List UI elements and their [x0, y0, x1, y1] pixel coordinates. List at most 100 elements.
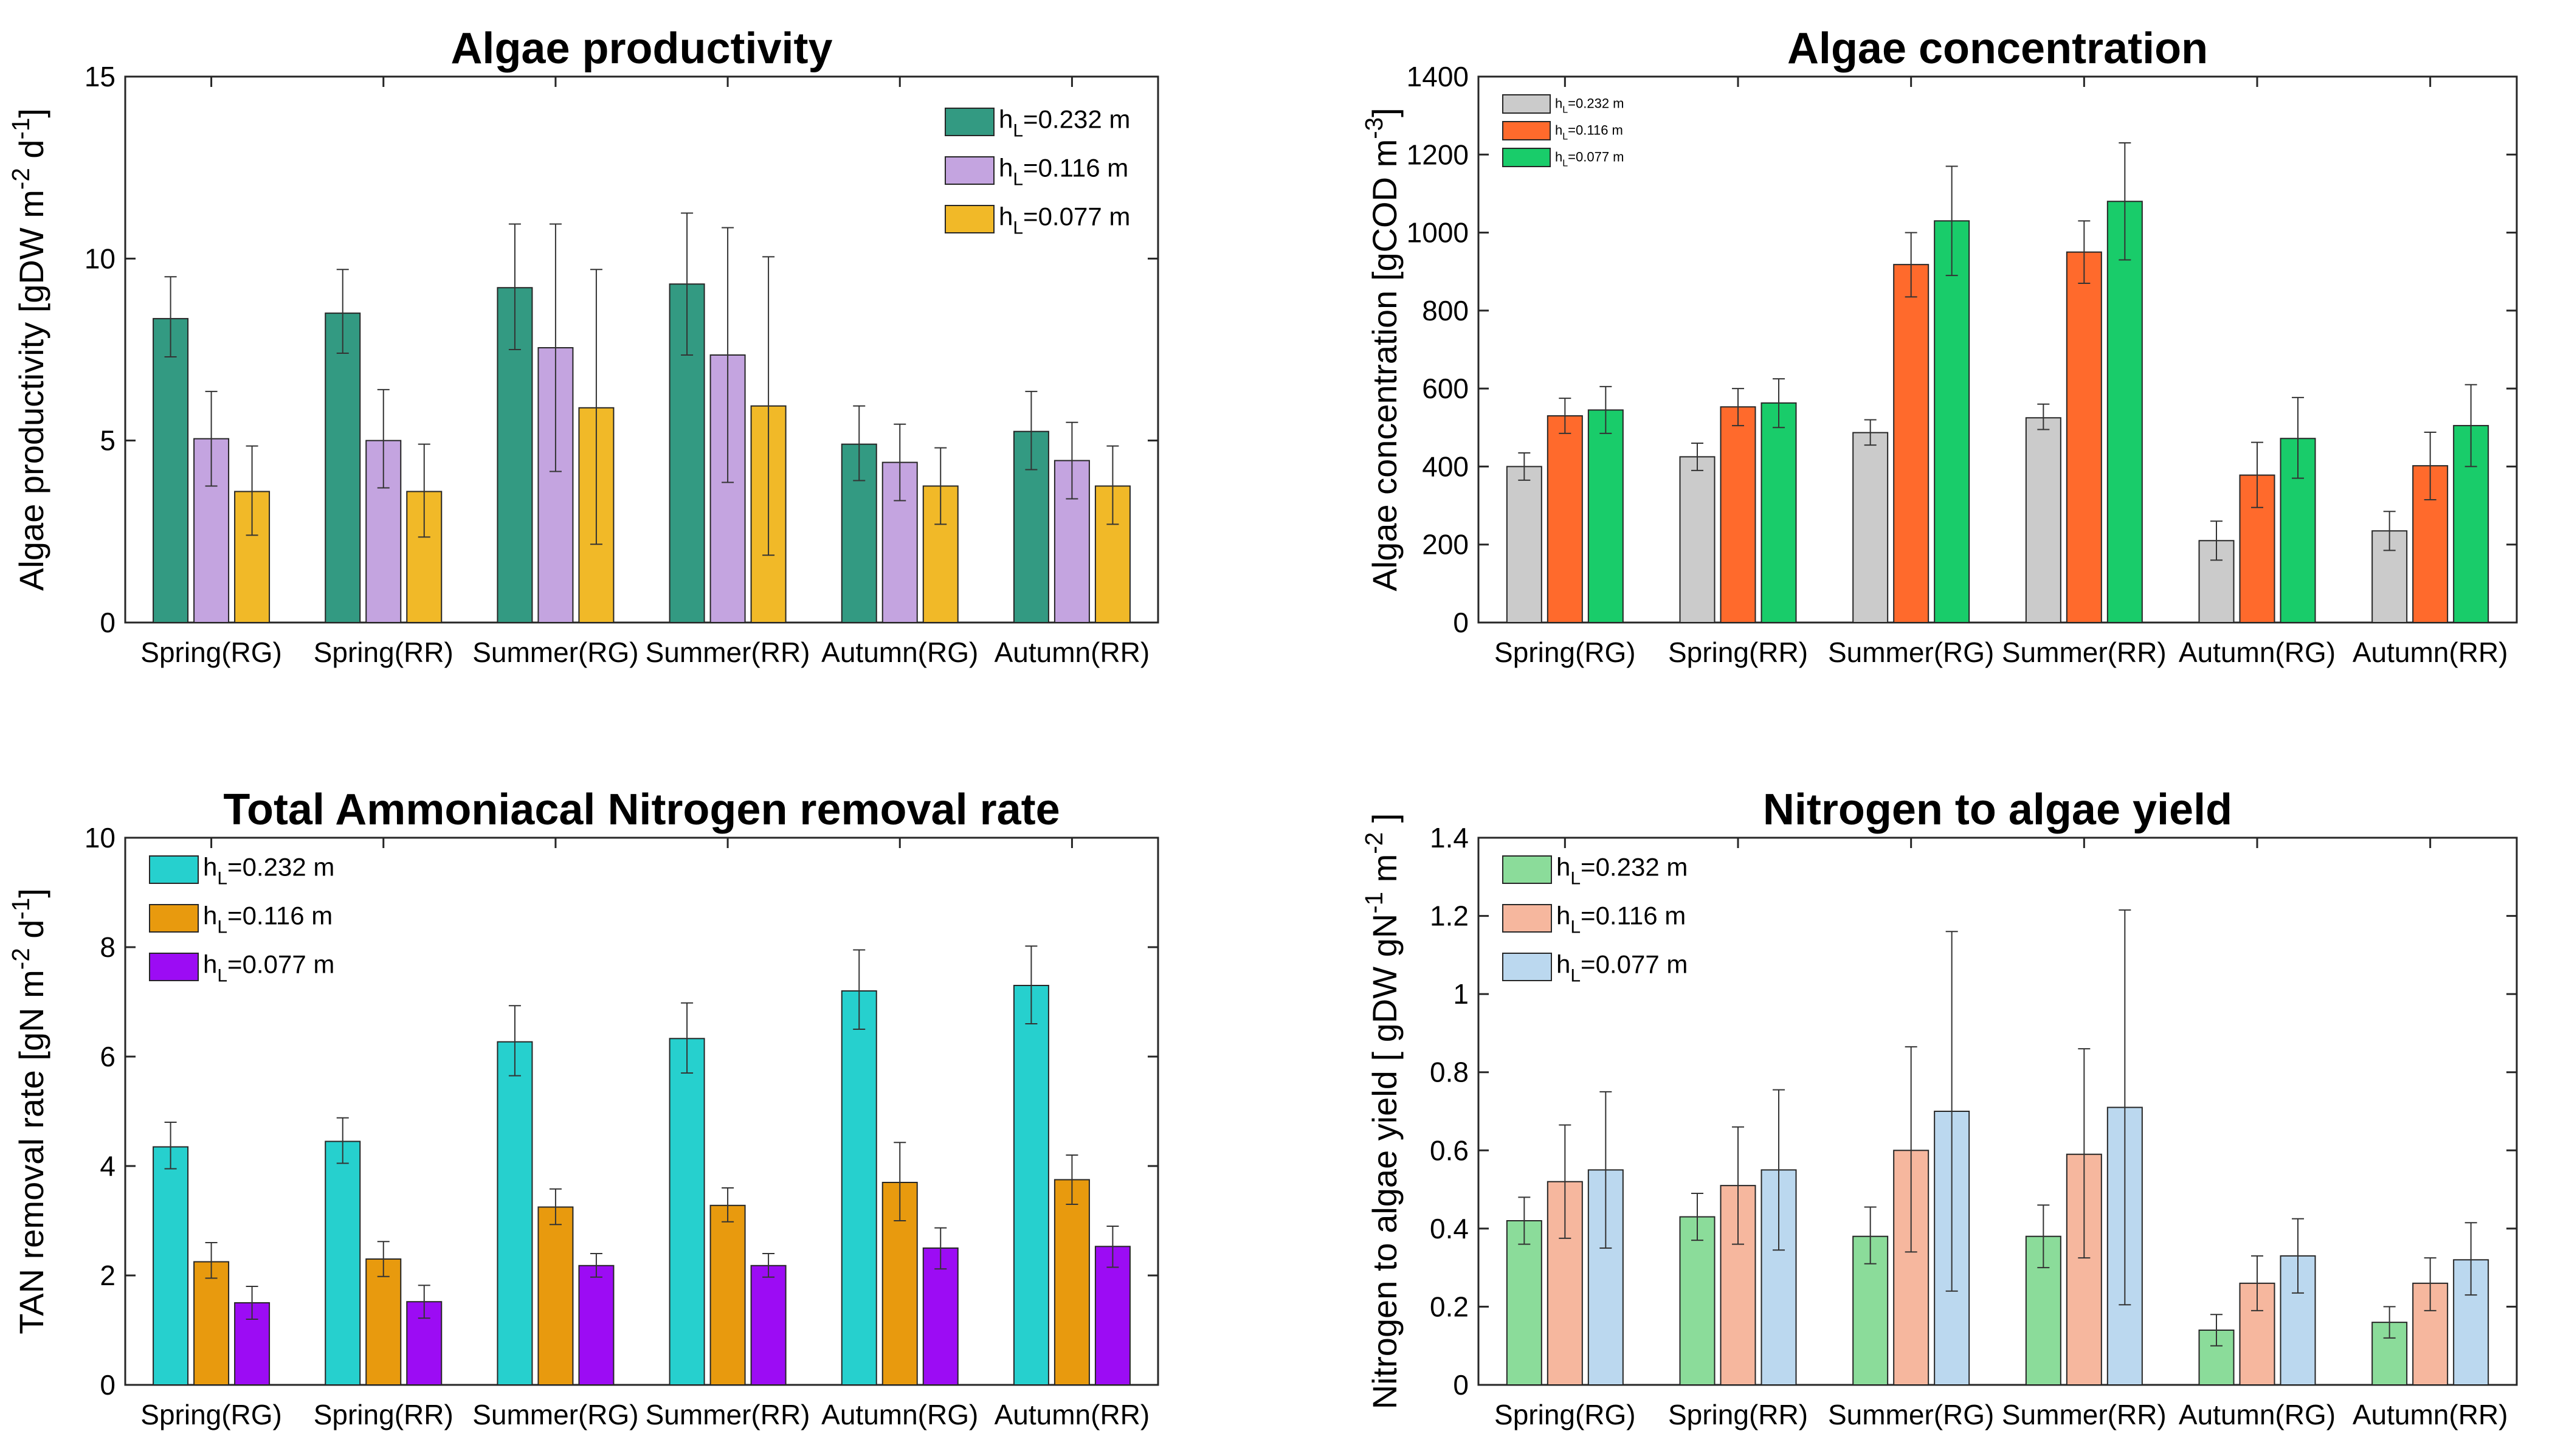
bar: [1934, 220, 1970, 624]
x-tick-label: Summer(RG): [472, 637, 638, 668]
bar: [365, 1258, 402, 1385]
y-tick-label: 600: [1422, 373, 1469, 404]
bar: [669, 1038, 705, 1386]
x-tick-label: Summer(RG): [1828, 1399, 1994, 1430]
bar: [1893, 264, 1930, 623]
legend-swatch: [945, 156, 995, 185]
y-tick-label: 0.2: [1430, 1291, 1469, 1322]
y-tick-label: 1: [1453, 978, 1469, 1010]
y-tick-label: 6: [100, 1041, 116, 1072]
chart-title: Total Ammoniacal Nitrogen removal rate: [223, 785, 1060, 834]
x-tick-label: Spring(RR): [1668, 637, 1808, 668]
x-tick-label: Spring(RR): [314, 637, 453, 668]
x-tick-label: Summer(RG): [1828, 637, 1994, 668]
y-tick-label: 1000: [1407, 217, 1469, 249]
legend: hL=0.232 m hL=0.116 m hL=0.077 m: [945, 105, 1130, 238]
y-tick-label: 1.4: [1430, 822, 1469, 854]
plot-area: [1477, 837, 2518, 1386]
bar: [234, 491, 271, 623]
legend-swatch: [1502, 121, 1551, 140]
legend-swatch: [149, 855, 199, 884]
chart-panel-4: 0 0.2 0.4 0.6 0.8 1 1.2 1.4 Spring(RG) Spring(RR)…: [1360, 785, 2518, 1430]
bar: [2106, 201, 2143, 623]
y-tick-label: 400: [1422, 450, 1469, 482]
x-tick-label: Spring(RG): [140, 637, 282, 668]
legend-label: hL=0.232 m: [1555, 96, 1624, 116]
bar: [1054, 1179, 1090, 1385]
y-tick-label: 8: [100, 931, 116, 963]
legend-label: hL=0.077 m: [999, 202, 1130, 238]
y-tick-label: 2: [100, 1260, 116, 1291]
bar: [2066, 1153, 2102, 1385]
y-tick-label: 0: [100, 1369, 116, 1401]
legend-swatch: [149, 953, 199, 981]
bar: [153, 1146, 189, 1385]
legend-label: hL=0.116 m: [1556, 901, 1686, 937]
legend-swatch: [149, 904, 199, 933]
bar: [1587, 409, 1624, 624]
legend-swatch: [1502, 94, 1551, 114]
legend-swatch: [1502, 904, 1552, 933]
chart-title: Algae concentration: [1787, 24, 2208, 73]
x-tick-label: Spring(RG): [1494, 637, 1636, 668]
bar: [537, 1206, 574, 1385]
bar: [325, 312, 361, 624]
bar: [325, 1140, 361, 1385]
x-tick-label: Summer(RR): [646, 637, 810, 668]
y-tick-label: 0: [1453, 1369, 1469, 1401]
y-tick-label: 0.4: [1430, 1213, 1469, 1244]
x-tick-label: Autumn(RR): [995, 637, 1150, 668]
x-tick-label: Spring(RG): [140, 1399, 282, 1430]
y-tick-label: 0.6: [1430, 1134, 1469, 1166]
plot-area: [1477, 75, 2518, 624]
bar: [1587, 1169, 1624, 1386]
legend-label: hL=0.116 m: [1555, 123, 1623, 142]
y-tick-label: 0.8: [1430, 1057, 1469, 1088]
x-tick-label: Summer(RR): [2002, 637, 2167, 668]
y-axis-label: Nitrogen to algae yield [ gDW gN-1 m-2 ]: [1360, 813, 1404, 1410]
bar: [578, 1265, 615, 1386]
legend-swatch: [1502, 855, 1552, 884]
legend-label: hL=0.077 m: [1555, 150, 1624, 169]
y-tick-label: 4: [100, 1150, 116, 1182]
y-tick-label: 10: [84, 243, 116, 274]
legend-label: hL=0.116 m: [999, 153, 1128, 189]
x-tick-label: Autumn(RG): [2179, 1399, 2336, 1430]
bar: [1852, 432, 1889, 623]
bar: [1094, 1246, 1131, 1386]
legend-swatch: [945, 108, 995, 136]
legend-swatch: [1502, 148, 1551, 167]
x-tick-label: Summer(RG): [472, 1399, 638, 1430]
legend-label: hL=0.116 m: [203, 901, 333, 937]
bar: [2025, 417, 2061, 623]
bar: [1679, 456, 1716, 624]
bar: [1013, 985, 1049, 1385]
bar: [2239, 1282, 2275, 1386]
bar: [153, 318, 189, 623]
y-axis-label: Algae productivity [gDW m-2 d-1]: [7, 108, 50, 591]
x-tick-label: Autumn(RG): [2179, 637, 2336, 668]
x-tick-label: Summer(RR): [2002, 1399, 2167, 1430]
bar: [193, 438, 230, 623]
x-tick-label: Spring(RR): [314, 1399, 453, 1430]
legend-label: hL=0.232 m: [1556, 852, 1688, 888]
x-tick-label: Autumn(RR): [2353, 637, 2508, 668]
legend-label: hL=0.232 m: [203, 852, 334, 888]
y-tick-label: 800: [1422, 295, 1469, 326]
y-tick-label: 5: [100, 425, 116, 457]
y-tick-label: 1400: [1407, 61, 1469, 92]
legend: hL=0.232 m hL=0.116 m hL=0.077 m: [149, 852, 334, 985]
x-tick-label: Autumn(RG): [821, 637, 978, 668]
y-tick-label: 200: [1422, 529, 1469, 561]
bar: [1679, 1216, 1716, 1385]
y-axis-label: TAN removal rate [gN m-2 d-1]: [7, 888, 50, 1334]
legend-swatch: [1502, 953, 1552, 981]
chart-title: Algae productivity: [450, 24, 832, 73]
x-tick-label: Autumn(RR): [995, 1399, 1150, 1430]
y-tick-label: 10: [84, 822, 116, 854]
chart-title: Nitrogen to algae yield: [1763, 785, 2232, 834]
bar: [709, 1204, 746, 1386]
legend-label: hL=0.077 m: [1556, 950, 1688, 985]
